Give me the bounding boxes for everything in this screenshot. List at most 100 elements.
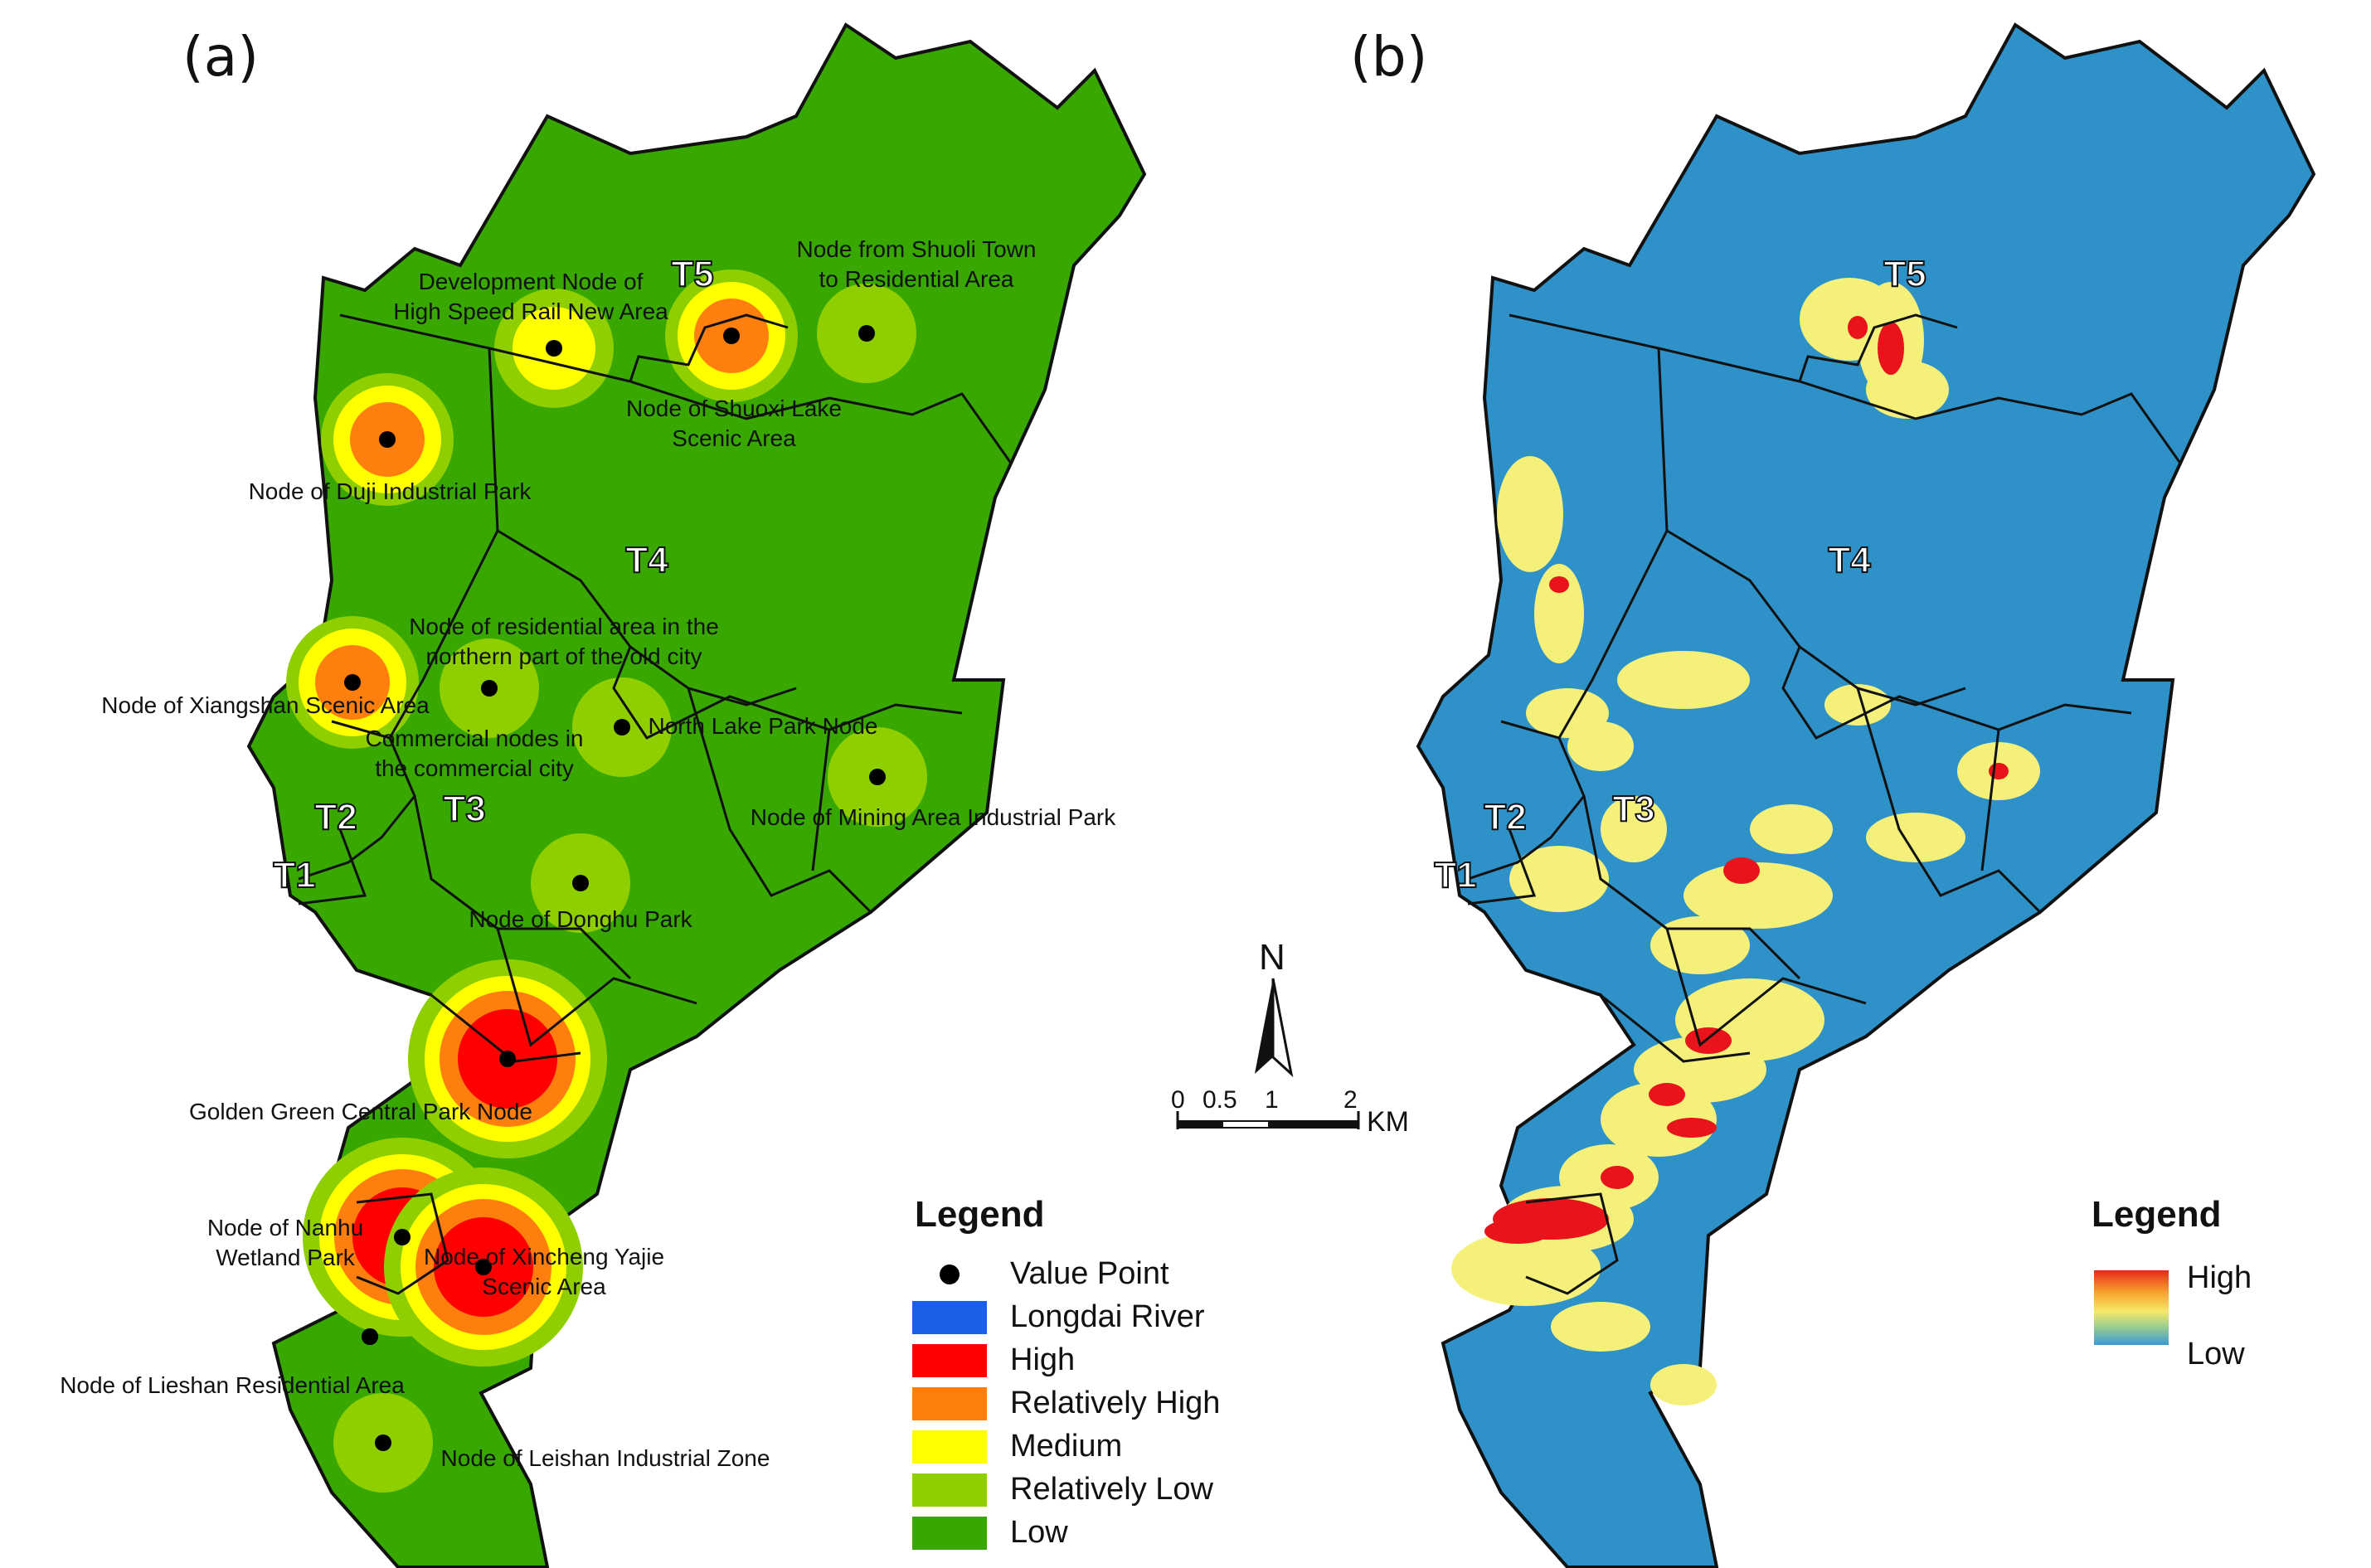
- heat-patch-medium: [1451, 1231, 1601, 1306]
- legend-swatch: [912, 1516, 987, 1550]
- zone-label: T1: [1434, 855, 1476, 896]
- node-label: northern part of the old city: [425, 643, 702, 669]
- zone-label: T1: [273, 855, 315, 896]
- legend-a-item: Relatively Low: [912, 1472, 1213, 1507]
- heat-patch-medium: [1824, 684, 1891, 726]
- legend-label: Relatively Low: [1010, 1472, 1213, 1507]
- legend-swatch: [912, 1343, 987, 1377]
- value-point: [614, 719, 630, 735]
- node-labels: Development Node of High Speed Rail New A…: [60, 236, 1116, 1471]
- legend-b-low: Low: [2187, 1337, 2245, 1371]
- legend-a-item: Longdai River: [912, 1299, 1204, 1335]
- legend-a-item: Medium: [912, 1429, 1122, 1464]
- heat-patch-medium: [1650, 916, 1750, 974]
- node-label: North Lake Park Node: [648, 713, 877, 739]
- heat-patches: [1451, 278, 2040, 1405]
- zone-label: T5: [1883, 254, 1926, 294]
- heat-patch-medium: [1601, 796, 1667, 862]
- zone-label: T5: [671, 254, 713, 294]
- node-label: Scenic Area: [482, 1274, 606, 1299]
- legend-a-title: Legend: [915, 1194, 1045, 1235]
- scale-bar: [1176, 1111, 1360, 1129]
- heat-patch-medium: [1534, 564, 1584, 663]
- heat-patch-medium: [1601, 1082, 1717, 1157]
- value-point: [572, 875, 589, 891]
- node-label: Scenic Area: [672, 425, 796, 451]
- heat-patch-medium: [1750, 804, 1833, 854]
- node-label: Wetland Park: [216, 1245, 356, 1270]
- value-point: [475, 1259, 492, 1275]
- zone-label: T2: [314, 797, 357, 837]
- node-label: Node of residential area in the: [409, 614, 719, 639]
- heat-patch-medium: [1526, 688, 1609, 738]
- legend-label: Medium: [1010, 1429, 1123, 1464]
- legend-label: Value Point: [1010, 1256, 1169, 1291]
- heat-patch-high: [1549, 576, 1569, 593]
- legend-label: High: [1010, 1342, 1076, 1377]
- value-point: [379, 431, 396, 448]
- heat-patch-medium: [1866, 813, 1965, 862]
- heat-patch-high: [1484, 1219, 1551, 1244]
- node-label: Node of Nanhu: [207, 1215, 363, 1240]
- node-label: the commercial city: [375, 755, 574, 781]
- heat-patch-high: [1989, 763, 2009, 779]
- value-point: [344, 674, 361, 691]
- node-label: to Residential Area: [819, 266, 1013, 292]
- node-label: Node of Donghu Park: [469, 906, 692, 932]
- value-point: [546, 340, 562, 357]
- heat-patch-medium: [1866, 361, 1949, 419]
- heat-patch-medium: [1684, 862, 1833, 929]
- legend-b-title: Legend: [2092, 1194, 2222, 1235]
- legend-a-item: High: [912, 1342, 1075, 1378]
- heat-patch-medium: [1497, 456, 1563, 572]
- heat-patch-high: [1601, 1166, 1634, 1189]
- zone-labels-a: T1 T2 T3 T4 T5: [272, 253, 714, 896]
- node-label: Node of Leishan Industrial Zone: [441, 1445, 770, 1471]
- legend-swatch: [912, 1300, 987, 1334]
- zone-label: T2: [1484, 797, 1526, 837]
- node-label: Node of Duji Industrial Park: [249, 478, 532, 504]
- panel-a-label: (a): [182, 25, 259, 89]
- heat-patch-high: [1649, 1083, 1685, 1106]
- legend-label: Longdai River: [1010, 1299, 1205, 1334]
- value-point: [394, 1229, 411, 1245]
- legend-a-item: Relatively High: [912, 1386, 1220, 1421]
- scale-tick-1: 1: [1265, 1086, 1279, 1114]
- zone-label: T3: [1612, 789, 1654, 829]
- legend-a-item: Value Point: [912, 1256, 1169, 1292]
- value-point: [869, 769, 886, 785]
- scale-tick-05: 0.5: [1203, 1086, 1237, 1114]
- node-label: Node of Xincheng Yajie: [424, 1244, 664, 1269]
- scale-tick-2: 2: [1343, 1086, 1358, 1114]
- heat-patch-medium: [1617, 651, 1750, 709]
- node-label: High Speed Rail New Area: [393, 299, 668, 324]
- legend-point-icon: [940, 1264, 960, 1284]
- scale-tick-0: 0: [1171, 1086, 1185, 1114]
- legend-swatch: [912, 1473, 987, 1507]
- zone-label: T3: [443, 789, 485, 829]
- node-label: Node of Lieshan Residential Area: [60, 1372, 405, 1398]
- north-label: N: [1259, 937, 1285, 978]
- north-arrow: [1255, 978, 1294, 1078]
- legend-a-item: Low: [912, 1515, 1068, 1551]
- node-label: Node of Shuoxi Lake: [626, 396, 842, 421]
- heat-patch-high: [1685, 1027, 1732, 1054]
- heat-patch-medium: [1509, 846, 1609, 912]
- value-point: [858, 325, 875, 342]
- value-point: [499, 1051, 516, 1067]
- legend-b-gradient: [2094, 1270, 2169, 1345]
- heat-patch-high: [1878, 322, 1904, 375]
- node-label: Development Node of: [419, 269, 644, 294]
- legend-b-high: High: [2187, 1260, 2252, 1295]
- legend-label: Relatively High: [1010, 1386, 1221, 1420]
- value-point: [375, 1435, 391, 1451]
- zone-label: T4: [1828, 540, 1871, 580]
- value-point: [481, 680, 498, 697]
- node-label: Node of Xiangshan Scenic Area: [101, 692, 430, 718]
- heat-patch-high: [1723, 857, 1760, 884]
- zone-label: T4: [625, 540, 668, 580]
- legend-swatch: [912, 1430, 987, 1464]
- node-label: Node of Mining Area Industrial Park: [751, 804, 1116, 830]
